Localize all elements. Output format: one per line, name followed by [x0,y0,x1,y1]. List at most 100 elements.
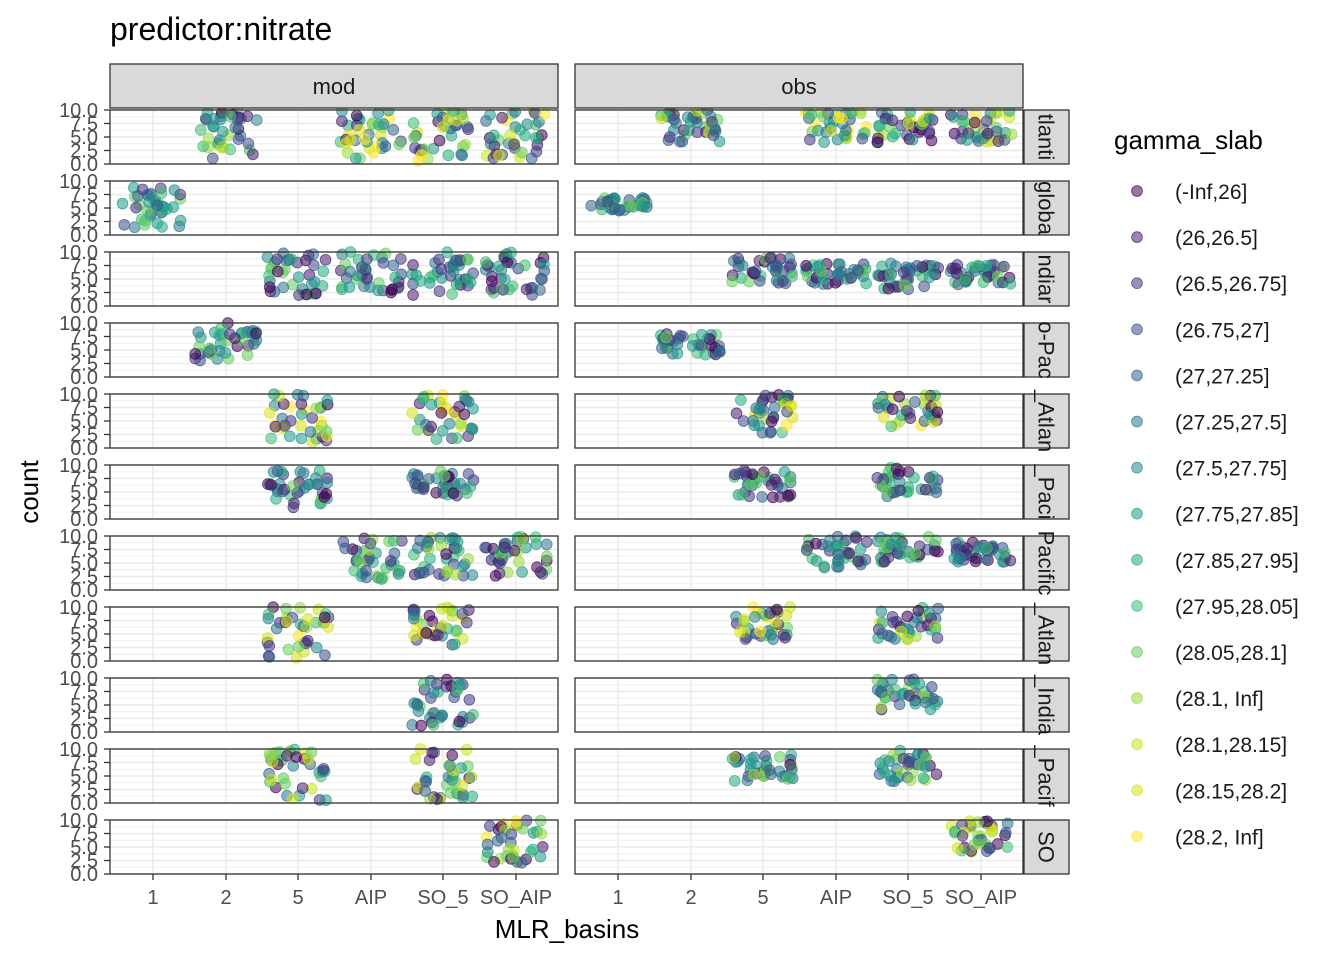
data-point [461,273,474,285]
data-point [709,125,722,137]
data-point [947,111,960,123]
legend-label: (27.85,27.95] [1175,550,1299,573]
data-point [898,279,911,291]
data-point [321,394,334,407]
data-point [337,536,350,548]
y-tick-label: 0.0 [70,722,98,744]
data-point [375,573,388,585]
data-point [695,329,708,341]
data-point [384,555,397,567]
data-point [771,603,783,616]
data-point [831,560,843,573]
data-point [438,470,450,482]
row-strip-label: o-Pac [1034,321,1059,378]
y-tick-label: 5.0 [70,553,98,575]
data-point [889,633,901,645]
data-point [923,112,936,125]
data-point [451,684,463,697]
data-point [353,124,366,136]
data-point [536,841,549,853]
panel-border [574,109,1024,165]
data-point [481,838,494,851]
data-point [882,282,895,295]
data-point [488,856,500,868]
data-point [373,118,385,131]
data-point [540,538,553,551]
legend-key [1131,369,1143,382]
panel-N_Pacific-obs [575,464,1023,520]
legend-key [1131,415,1143,428]
data-point [810,555,823,567]
data-point [466,569,479,581]
data-point [302,635,314,647]
data-point [443,418,456,430]
legend-label: (26.75,27] [1175,319,1270,342]
row-strip-Indian [1023,251,1070,307]
data-point [407,612,420,625]
data-point [372,284,384,297]
data-point [505,828,518,840]
y-tick-label: 2.5 [70,496,98,518]
y-tick-label: 2.5 [70,709,98,731]
data-point [930,486,943,499]
x-tick-label: 5 [757,887,768,909]
data-point [968,116,981,129]
y-tick-label: 10.0 [59,313,98,335]
data-point [317,265,330,278]
data-point [387,534,400,547]
y-tick-label: 5.0 [70,837,98,859]
legend-label: (28.1, Inf] [1175,688,1264,711]
data-point [417,566,430,579]
panel-S_Pacific-obs [575,748,1023,804]
data-point [928,544,941,557]
legend-key [1131,277,1143,290]
x-tick-label: SO_5 [882,887,933,909]
data-point [379,247,392,260]
y-tick-label: 0.0 [70,793,98,815]
data-point [411,469,424,482]
legend-entry: (27.85,27.95] [1131,550,1299,573]
data-point [291,388,304,401]
data-point [959,273,972,285]
data-point [734,626,746,638]
y-tick-label: 10.0 [59,384,98,406]
data-point [918,280,930,293]
data-point [909,547,922,559]
data-point [919,389,932,402]
legend-entries: (-Inf,26] (26,26.5] (26.5,26.75] (26.75,27]… [1131,181,1299,849]
data-point [446,749,459,762]
y-tick-label: 2.5 [70,851,98,873]
data-point [263,748,276,760]
data-point [419,785,431,797]
data-point [224,110,237,123]
data-point [393,138,405,151]
x-tick-label: SO_AIP [480,887,552,909]
panel-border [574,819,1024,875]
data-point [250,327,262,340]
x-tick-label: 2 [685,887,696,909]
data-point [917,772,930,784]
data-point [929,620,942,633]
column-strip-obs [574,63,1024,109]
data-point [431,629,444,641]
data-point [923,472,936,484]
data-point [824,534,836,547]
data-point [912,604,925,617]
row-strip-Atlantic [1023,109,1070,165]
data-point [765,479,778,491]
data-point [498,541,511,554]
data-point [295,419,307,432]
data-point [738,613,751,626]
data-point [423,754,436,766]
data-point [744,478,757,491]
data-point [770,259,782,271]
data-point [786,270,798,283]
data-point [379,140,392,153]
data-point [838,129,851,142]
legend-key [1131,646,1143,658]
data-point [262,650,275,662]
legend-key [1131,323,1143,336]
y-tick-label: 5.0 [70,198,98,220]
panel-S_Atlantic-mod [110,606,558,662]
data-point [437,619,449,632]
